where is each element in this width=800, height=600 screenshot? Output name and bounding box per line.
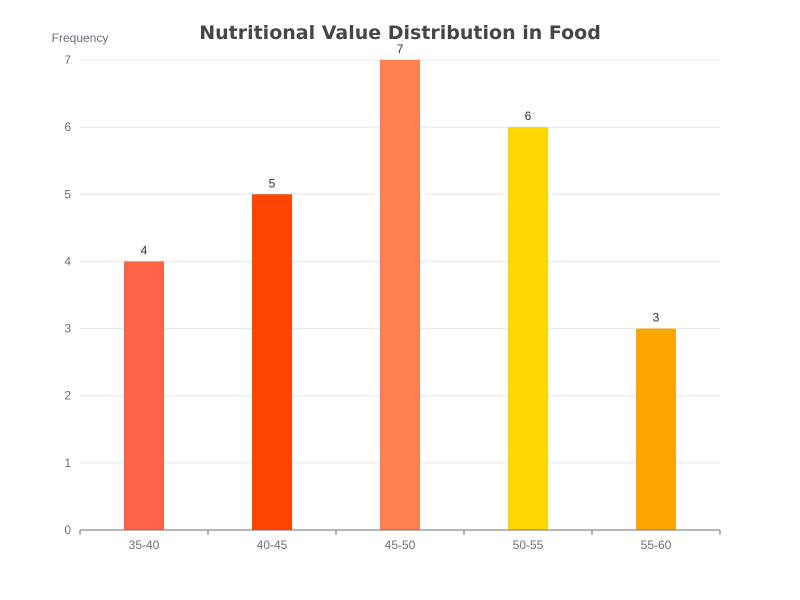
x-tick-label: 50-55 [513,538,544,552]
x-tick-label: 40-45 [257,538,288,552]
data-label: 3 [653,311,660,325]
y-tick-label: 3 [64,322,71,336]
x-tick-label: 55-60 [641,538,672,552]
y-tick-label: 7 [64,53,71,67]
y-axis-ticks: 0 1 2 3 4 5 6 7 [64,53,71,537]
x-tick-label: 45-50 [385,538,416,552]
bar-40-45[interactable] [252,194,292,531]
bars [124,60,676,531]
y-tick-label: 0 [64,523,71,537]
bar-45-50[interactable] [380,60,420,530]
x-tick-label: 35-40 [129,538,160,552]
y-axis-label: Frequency [52,31,109,45]
bar-50-55[interactable] [508,127,548,531]
data-label: 5 [269,176,276,190]
data-label: 4 [141,243,148,257]
y-tick-label: 2 [64,389,71,403]
bar-55-60[interactable] [636,328,676,530]
bar-35-40[interactable] [124,261,164,530]
data-labels: 4 5 7 6 3 [141,42,660,325]
x-axis: 35-40 40-45 45-50 50-55 55-60 [79,529,721,552]
y-tick-label: 5 [64,187,71,201]
chart-title: Nutritional Value Distribution in Food [199,22,601,44]
y-tick-label: 6 [64,120,71,134]
data-label: 6 [525,109,532,123]
data-label: 7 [397,42,404,56]
y-tick-label: 4 [64,254,71,268]
y-tick-label: 1 [64,456,71,470]
